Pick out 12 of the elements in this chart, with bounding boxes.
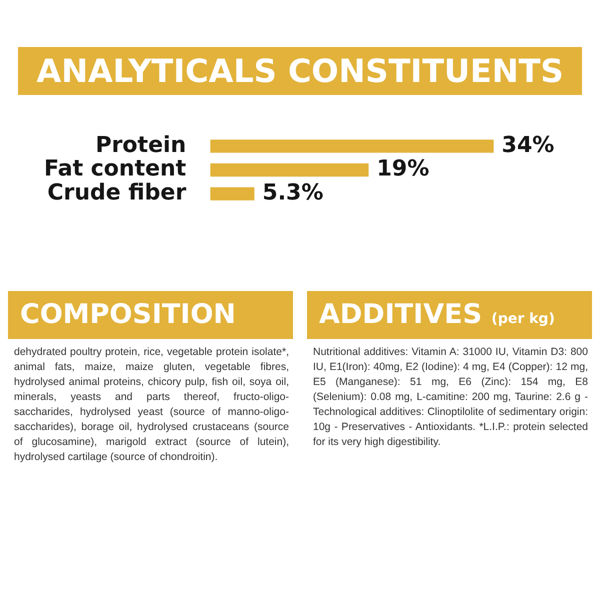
data-label: 5.3%: [262, 180, 324, 206]
y-tick-label: Protein: [95, 132, 186, 158]
data-label: 19%: [376, 156, 430, 182]
y-tick-label: Crude fiber: [47, 180, 186, 206]
text: COMPOSITION: [8, 291, 293, 339]
y-tick-label: Fat content: [44, 156, 187, 182]
data-label: 34%: [502, 132, 554, 158]
chart-title: ANALYTICALS CONSTITUENTS: [36, 52, 564, 90]
text: dehydrated poultry protein, rice, vegetable protein isolate*, animal fats, maize, maize gluten, vegetable fibres, hydrolysed animal proteins, chicory pulp, fish oil, soya oil, minerals, yeasts and parts thereof, fructo-oligo-saccharides, hydrolysed yeast (source of manno-oligo-saccharides), borage oil, hydrolysed crustaceans (source of glucosamine), marigold extract (source of lutein), hydrolysed cartilage (source of chondroitin).: [13, 345, 290, 465]
text: Nutritional additives: Vitamin A: 31000 IU, Vitamin D3: 800 IU, E1(Iron): 40mg, E2 (Iodine): 4 mg, E4 (Copper): 12 mg, E5 (Manganese): 51 mg, E6 (Zinc): 154 mg, E8 (Selenium): 0.08 mg, L-camitine: 200 mg, Taurine: 2.6 g - Technological additives: Clinoptilolite of sedimentary origin: 10g - Preservatives - Antioxidants. *L.I.P.: protein selected for its very high digestibility.: [312, 345, 589, 450]
text: (per kg): [491, 311, 555, 327]
text: ADDITIVES: [319, 299, 482, 330]
